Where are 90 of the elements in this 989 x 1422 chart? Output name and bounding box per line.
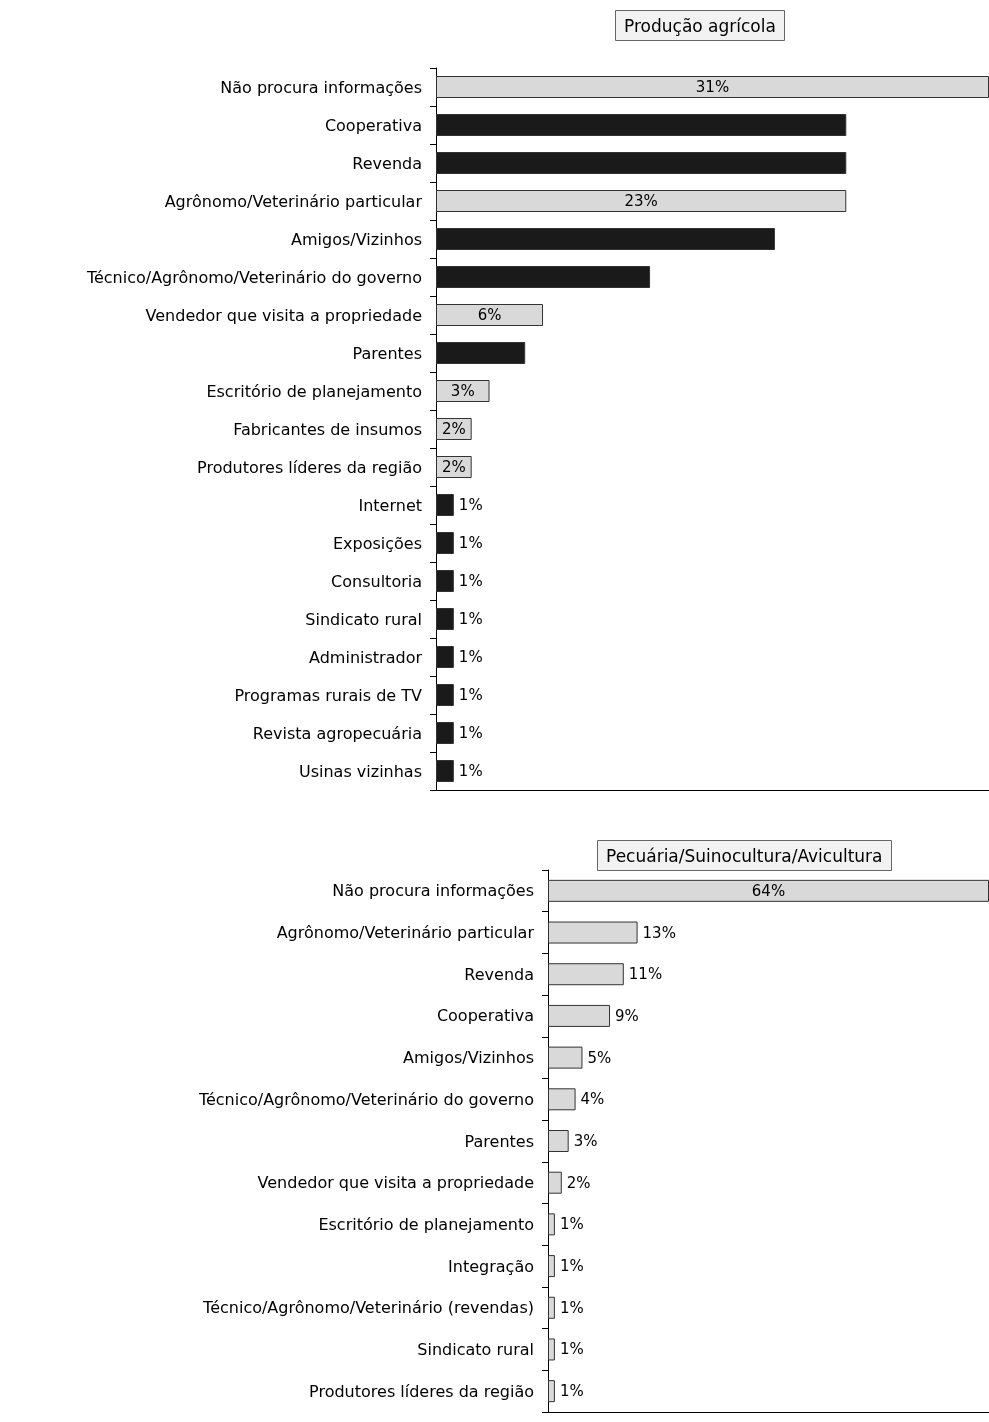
bar — [548, 1255, 555, 1278]
chart-title: Pecuária/Suinocultura/Avicultura — [606, 845, 883, 866]
y-tick-label: Programas rurais de TV — [234, 685, 423, 705]
y-tick-label: Técnico/Agrônomo/Veterinário (revendas) — [202, 1298, 534, 1318]
bar — [436, 152, 847, 174]
y-tick-label: Não procura informações — [220, 77, 422, 97]
data-label: 1% — [458, 572, 483, 590]
y-tick-label: Consultoria — [331, 571, 422, 591]
data-label: 3% — [573, 1132, 598, 1150]
y-tick-label: Internet — [358, 495, 422, 515]
data-label: 1% — [559, 1215, 584, 1234]
bar — [436, 494, 454, 516]
data-label: 2% — [441, 458, 466, 476]
y-tick-label: Cooperativa — [436, 1006, 534, 1026]
data-label: 6% — [477, 306, 502, 324]
bar — [436, 646, 454, 668]
bar — [548, 1171, 562, 1194]
data-label: 4% — [580, 1090, 605, 1109]
data-label: 1% — [458, 648, 483, 666]
y-tick-label: Sindicato rural — [417, 1339, 534, 1359]
y-tick-label: Vendedor que visita a propriedade — [257, 1173, 534, 1193]
bar — [436, 304, 544, 326]
y-tick-label: Fabricantes de insumos — [233, 419, 422, 439]
bar — [436, 532, 454, 554]
y-tick-label: Agrônomo/Veterinário particular — [164, 191, 423, 211]
y-tick-label: Não procura informações — [332, 881, 534, 901]
bar — [548, 1088, 576, 1111]
data-label: 2% — [566, 1173, 591, 1192]
data-label: 1% — [559, 1382, 584, 1401]
data-label: 23% — [624, 192, 658, 210]
y-tick-label: Sindicato rural — [305, 609, 422, 629]
data-label: 13% — [642, 923, 676, 942]
data-label: 1% — [458, 686, 483, 704]
data-label: 1% — [458, 762, 483, 780]
data-label: 9% — [615, 1006, 639, 1025]
y-tick-label: Revenda — [464, 964, 534, 984]
y-tick-label: Produtores líderes da região — [197, 457, 422, 477]
bar — [548, 1004, 611, 1027]
y-tick-label: Cooperativa — [324, 115, 422, 135]
bar — [436, 266, 651, 288]
bar — [548, 1380, 555, 1403]
data-label: 1% — [458, 534, 483, 552]
y-tick-label: Integração — [448, 1256, 534, 1276]
bar — [548, 1130, 569, 1152]
y-tick-label: Parentes — [352, 343, 422, 363]
data-label: 3% — [450, 382, 475, 400]
bar — [548, 1213, 555, 1236]
data-label: 1% — [458, 724, 483, 742]
bar — [436, 722, 454, 744]
data-label: 11% — [628, 965, 663, 984]
bar — [548, 963, 624, 986]
data-label: 1% — [559, 1298, 584, 1317]
y-tick-label: Produtores líderes da região — [309, 1381, 534, 1401]
bar — [548, 1046, 583, 1069]
y-tick-label: Revista agropecuária — [252, 723, 422, 743]
bar — [436, 570, 454, 592]
data-label: 64% — [751, 881, 786, 900]
y-tick-label: Técnico/Agrônomo/Veterinário do governo — [85, 267, 422, 287]
y-tick-label: Técnico/Agrônomo/Veterinário do governo — [197, 1089, 534, 1109]
bar — [436, 190, 847, 212]
bar — [436, 76, 989, 98]
data-label: 1% — [458, 610, 483, 628]
data-label: 1% — [559, 1257, 584, 1276]
bar — [548, 1296, 555, 1319]
y-tick-label: Amigos/Vizinhos — [291, 229, 422, 249]
y-tick-label: Escritório de planejamento — [206, 381, 422, 401]
y-tick-label: Revenda — [352, 153, 422, 173]
bar — [548, 879, 989, 902]
data-label: 5% — [587, 1048, 612, 1067]
bar — [436, 684, 454, 706]
bar — [436, 114, 847, 136]
y-tick-label: Exposições — [332, 533, 422, 553]
chart-title: Produção agrícola — [624, 15, 776, 36]
y-tick-label: Amigos/Vizinhos — [403, 1048, 534, 1068]
bar — [436, 608, 454, 630]
data-label: 1% — [559, 1340, 584, 1359]
data-label: 2% — [441, 420, 466, 438]
y-tick-label: Usinas vizinhas — [298, 761, 422, 781]
y-tick-label: Parentes — [464, 1131, 534, 1151]
bar — [436, 228, 775, 250]
y-tick-label: Escritório de planejamento — [318, 1214, 534, 1234]
data-label: 1% — [458, 496, 483, 514]
y-tick-label: Administrador — [309, 647, 423, 667]
bar — [548, 1338, 555, 1361]
y-tick-label: Agrônomo/Veterinário particular — [276, 923, 535, 943]
data-label: 31% — [695, 78, 730, 96]
bar — [436, 342, 526, 364]
bar — [548, 921, 638, 944]
bar — [436, 760, 454, 782]
y-tick-label: Vendedor que visita a propriedade — [145, 305, 422, 325]
